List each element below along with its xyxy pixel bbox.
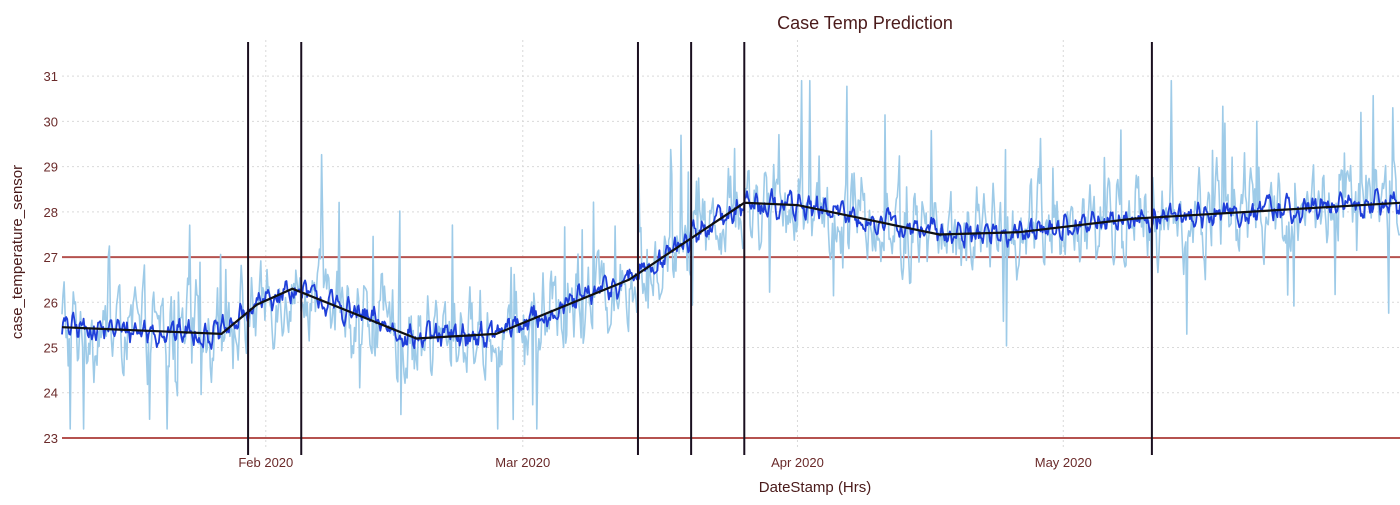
x-tick-label: Mar 2020: [495, 455, 550, 470]
y-axis-title: case_temperature_sensor: [9, 165, 26, 339]
y-tick-label: 30: [44, 114, 58, 129]
event-lines: [247, 42, 1153, 455]
y-tick-label: 24: [44, 386, 58, 401]
y-tick-label: 31: [44, 69, 58, 84]
series-raw-line: [61, 79, 1400, 430]
y-tick-label: 28: [44, 205, 58, 220]
x-axis-ticks: Feb 2020 Mar 2020 Apr 2020 May 2020: [238, 455, 1091, 470]
threshold-lines: [62, 256, 1400, 439]
series-layer: [61, 79, 1400, 430]
y-tick-label: 26: [44, 295, 58, 310]
x-tick-label: May 2020: [1035, 455, 1092, 470]
y-tick-label: 23: [44, 431, 58, 446]
y-tick-label: 27: [44, 250, 58, 265]
x-tick-label: Apr 2020: [771, 455, 824, 470]
y-axis-ticks: 23 24 25 26 27 28 29 30 31: [44, 69, 58, 446]
series-trend-line: [61, 201, 1400, 340]
x-axis-title: DateStamp (Hrs): [759, 479, 872, 496]
x-tick-label: Feb 2020: [238, 455, 293, 470]
y-tick-label: 25: [44, 341, 58, 356]
grid: [62, 40, 1400, 447]
chart-title: Case Temp Prediction: [777, 13, 953, 33]
y-tick-label: 29: [44, 160, 58, 175]
